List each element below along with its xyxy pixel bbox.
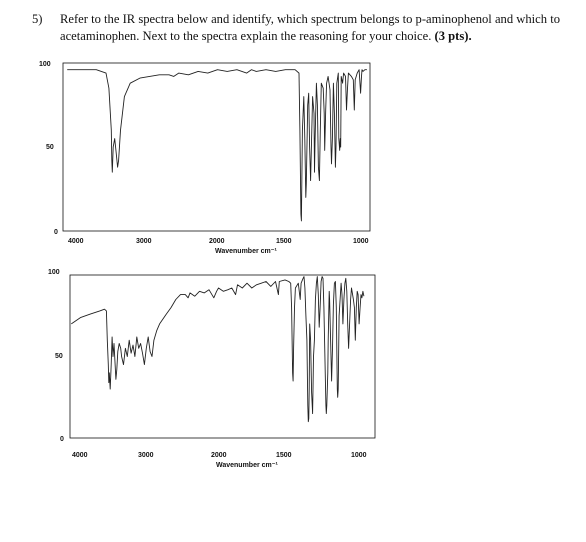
x-tick-label: 2000: [209, 238, 225, 245]
question-text-wrap: Refer to the IR spectra below and identi…: [60, 11, 560, 45]
x-tick-label: 3000: [138, 452, 154, 459]
y-tick-label: 50: [55, 353, 63, 360]
y-tick-label: 0: [60, 436, 64, 443]
x-axis: 4000 3000 2000 1500 1000 Wavenumber cm⁻¹: [68, 238, 369, 255]
question-text: Refer to the IR spectra below and identi…: [60, 12, 561, 43]
x-tick-label: 4000: [68, 238, 84, 245]
spectrum-plot-area: 100 50 0 4000 3000 2000 1500 1000 Wavenu…: [48, 269, 376, 469]
question-number: 5): [32, 12, 43, 26]
x-axis-title: Wavenumber cm⁻¹: [216, 462, 278, 469]
x-tick-label: 1500: [276, 452, 292, 459]
plot-frame: [69, 274, 376, 439]
x-tick-label: 3000: [136, 238, 152, 245]
y-axis: 100 50 0: [39, 61, 58, 236]
y-axis: 100 50 0: [48, 269, 64, 443]
x-tick-label: 1000: [351, 452, 367, 459]
x-axis: 4000 3000 2000 1500 1000 Wavenumber cm⁻¹: [72, 452, 367, 469]
spectrum-trace: [71, 276, 365, 423]
y-tick-label: 50: [46, 144, 54, 151]
y-tick-label: 100: [39, 61, 51, 68]
x-axis-title: Wavenumber cm⁻¹: [215, 248, 277, 255]
plot-frame: [62, 62, 371, 232]
y-tick-label: 100: [48, 269, 60, 276]
x-tick-label: 1000: [353, 238, 369, 245]
x-tick-label: 1500: [276, 238, 292, 245]
spectrum-plot-area: 100 50 0 4000 3000 2000 1500 1000 Wavenu…: [39, 61, 371, 255]
y-tick-label: 0: [54, 229, 58, 236]
x-tick-label: 4000: [72, 452, 88, 459]
spectrum-trace: [67, 69, 367, 222]
question-points: (3 pts).: [434, 29, 472, 43]
ir-spectrum-top: 100 50 0 4000 3000 2000 1500 1000 Wavenu…: [39, 61, 371, 255]
ir-spectrum-bottom: 100 50 0 4000 3000 2000 1500 1000 Wavenu…: [48, 269, 376, 469]
x-tick-label: 2000: [211, 452, 227, 459]
